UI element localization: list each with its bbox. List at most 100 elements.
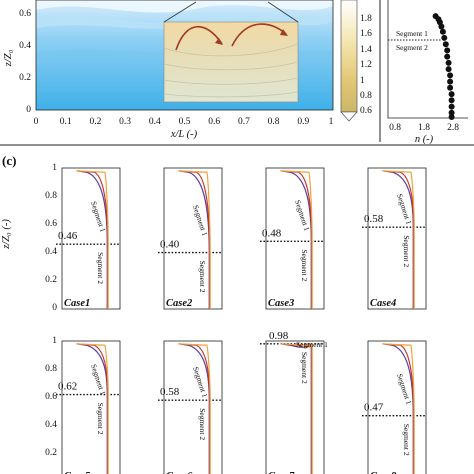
case-label: Case6 <box>166 471 193 474</box>
inset-contour-1 <box>163 43 299 57</box>
c-row2-ytick-4: 0.8 <box>45 364 57 374</box>
contour-xtick-4: 0.4 <box>149 117 161 127</box>
contour-xtick-6: 0.6 <box>208 117 220 127</box>
contour-xtick-2: 0.2 <box>89 117 101 127</box>
profile-xtick-0: 0.8 <box>389 123 401 133</box>
contour-ytick-1: 0.4 <box>19 41 31 51</box>
breakpoint-label: 0.48 <box>262 227 282 239</box>
case-frame <box>367 340 427 474</box>
profile-points <box>432 13 455 120</box>
colorbar-tip <box>340 111 358 122</box>
contour-xtick-0: 0 <box>34 117 39 127</box>
contour-xtick-5: 0.5 <box>179 117 191 127</box>
profile-point-13 <box>447 84 454 91</box>
contour-xtick-3: 0.3 <box>119 117 131 127</box>
panel-c-ylabel: z/Z₀ (-) <box>1 219 12 250</box>
segment2-label: Segment 2 <box>300 249 309 281</box>
case-frame <box>61 340 121 474</box>
contour-band-2 <box>36 14 333 30</box>
breakpoint-label: 0.46 <box>58 230 78 242</box>
c-row1-ytick-1: 0.2 <box>45 275 57 285</box>
inset-contour-3 <box>163 77 299 85</box>
top-profile-panel: Segment 1 Segment 2 0.8 1.8 2.8 n (-) <box>387 0 468 145</box>
profile-point-10 <box>445 66 452 73</box>
segment1-label: Segment 1 <box>296 340 328 349</box>
zoom-inset <box>163 21 299 103</box>
breakpoint-label: 0.58 <box>364 213 384 225</box>
case-label: Case3 <box>268 298 294 309</box>
profile-point-12 <box>447 78 454 85</box>
inset-contour-2 <box>163 61 299 71</box>
case-series-2 <box>280 170 313 309</box>
profile-xtick-2: 2.8 <box>447 123 459 133</box>
case-frame <box>367 167 427 310</box>
case-frame <box>265 167 325 310</box>
colorbar-tick-4: 1 <box>360 76 365 86</box>
segment2-label: Segment 2 <box>96 403 105 435</box>
c-row2-ytick-1: 0.2 <box>45 448 57 458</box>
arrow-head-2 <box>280 29 288 36</box>
profile-axes <box>387 0 468 119</box>
case-frame <box>163 167 223 310</box>
case-label: Case4 <box>370 298 396 309</box>
case-label: Case8 <box>370 471 397 474</box>
colorbar-tick-3: 1.2 <box>360 60 372 70</box>
profile-xtick-1: 1.8 <box>418 123 430 133</box>
profile-point-11 <box>447 72 454 79</box>
colorbar-tick-2: 1.4 <box>360 45 372 55</box>
zoom-line-right <box>267 1 299 23</box>
breakpoint-label: 0.62 <box>58 381 77 393</box>
c-row1-ytick-3: 0.6 <box>45 219 57 229</box>
contour-band-1 <box>36 0 333 13</box>
breakpoint-label: 0.58 <box>160 386 180 398</box>
top-contour-panel: 0.6 0.4 0.2 0 z/Z₀ 0 0.1 0.2 0.3 0.4 0.5… <box>3 0 334 140</box>
case-series-0 <box>76 170 108 309</box>
colorbar-tick-0: 1.8 <box>360 14 372 24</box>
profile-segment2: Segment 2 <box>396 43 428 52</box>
circulation-arrow-1 <box>175 25 223 51</box>
case-series-1 <box>280 170 313 309</box>
profile-point-8 <box>444 53 451 60</box>
case-label: Case2 <box>166 298 193 309</box>
case-frame <box>163 340 223 474</box>
case-series-0 <box>280 170 312 309</box>
c-row1-ytick-4: 0.8 <box>45 191 57 201</box>
segment2-label: Segment 2 <box>198 408 207 440</box>
contour-xtick-8: 0.8 <box>268 117 280 127</box>
panel-c-label: (c) <box>2 153 16 168</box>
segment2-label: Segment 2 <box>402 235 411 267</box>
contour-xtick-10: 1 <box>329 117 334 127</box>
segment2-label: Segment 2 <box>96 252 105 284</box>
profile-segment1: Segment 1 <box>396 29 428 38</box>
profile-point-9 <box>445 59 452 66</box>
case-series-2 <box>280 343 313 474</box>
case-frame <box>61 167 121 310</box>
c-row1-ytick-5: 1 <box>52 163 57 173</box>
profile-point-16 <box>448 103 455 110</box>
colorbar-bar <box>340 0 358 113</box>
panel-c-yticks-row1: 0 0.2 0.4 0.6 0.8 1 <box>45 163 57 313</box>
circulation-arrow-2 <box>231 23 287 47</box>
inset-contour-4 <box>163 91 299 98</box>
contour-xtick-1: 0.1 <box>60 117 72 127</box>
case-series-2 <box>76 343 109 474</box>
case-series-2 <box>382 170 415 309</box>
zoom-line-left <box>163 1 197 23</box>
contour-xtick-9: 0.9 <box>297 117 309 127</box>
colorbar-tick-6: 0.6 <box>360 106 372 116</box>
profile-point-5 <box>441 34 448 41</box>
case-frame <box>265 340 325 474</box>
case-label: Case7 <box>268 471 295 474</box>
breakpoint-label: 0.98 <box>269 330 289 342</box>
case-label: Case5 <box>64 471 90 474</box>
breakpoint-label: 0.40 <box>160 239 180 251</box>
panel-c-yticks-row2: 0 0.2 0.4 0.6 0.8 1 <box>45 336 57 458</box>
contour-ytick-2: 0.2 <box>19 73 31 83</box>
contour-xticks: 0 0.1 0.2 0.3 0.4 0.5 0.6 0.7 0.8 0.9 1 <box>34 117 334 127</box>
arrow-head-1 <box>215 38 223 45</box>
